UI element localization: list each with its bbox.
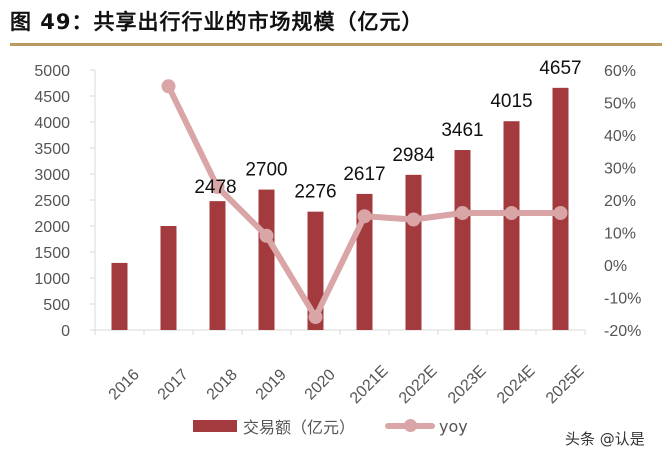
x-axis-tick: 2021E — [347, 362, 392, 407]
chart-legend: 交易额（亿元） yoy — [193, 414, 468, 438]
bar-data-label: 3461 — [441, 120, 483, 141]
left-axis-tick: 4500 — [34, 89, 70, 106]
right-axis-tick: 30% — [604, 161, 636, 178]
yoy-point — [308, 310, 323, 324]
yoy-point — [210, 180, 225, 194]
legend-line-label: yoy — [439, 416, 468, 436]
chart-plot: 0 500 1000 1500 2000 2500 3000 3500 4000 4500 5000… — [34, 58, 641, 407]
right-axis-tick: 50% — [604, 96, 636, 113]
x-axis-tick: 2020 — [302, 366, 339, 403]
right-axis-tick: 20% — [604, 193, 636, 210]
watermark: 头条 @认是 — [565, 430, 645, 448]
legend-bar-swatch — [193, 420, 237, 432]
bar — [405, 174, 422, 330]
left-axis-tick: 5000 — [34, 63, 70, 80]
left-axis-tick: 4000 — [34, 115, 70, 132]
yoy-point — [504, 206, 519, 220]
left-axis-tick: 1500 — [34, 245, 70, 262]
x-axis-tick: 2016 — [106, 366, 143, 403]
bar-data-label: 2700 — [245, 160, 287, 181]
x-axis-tick: 2022E — [396, 362, 441, 407]
left-axis-tick: 3000 — [34, 167, 70, 184]
bar-data-label: 2984 — [392, 145, 435, 166]
yoy-point — [455, 206, 470, 220]
yoy-point — [259, 228, 274, 243]
bar-data-label: 4657 — [539, 58, 581, 79]
left-axis-tick: 3500 — [34, 141, 70, 158]
x-axis-tick: 2017 — [155, 366, 192, 403]
bar — [454, 150, 471, 330]
right-axis-tick: -10% — [604, 291, 641, 308]
bar-data-label: 2617 — [343, 164, 385, 185]
yoy-point — [553, 206, 568, 220]
bar-data-label: 2478 — [194, 177, 236, 198]
left-axis-tick: 2000 — [34, 219, 70, 236]
bar — [258, 189, 275, 330]
right-axis-tick: 0% — [604, 258, 627, 275]
right-axis-tick: 10% — [604, 226, 636, 243]
bar — [307, 211, 324, 330]
chart-title: 图 49：共享出行行业的市场规模（亿元） — [10, 10, 424, 34]
x-axis-tick: 2023E — [445, 362, 490, 407]
right-axis-tick: 60% — [604, 63, 636, 80]
x-axis-tick: 2024E — [494, 362, 539, 407]
title-divider — [10, 43, 662, 46]
x-axis-tick: 2019 — [253, 366, 290, 403]
yoy-point — [357, 209, 372, 224]
x-axis-tick: 2025E — [543, 362, 588, 407]
right-axis-tick: 40% — [604, 128, 636, 145]
left-axis-tick: 500 — [43, 297, 70, 314]
bar-data-label: 2276 — [294, 182, 336, 203]
legend-bar-label: 交易额（亿元） — [243, 418, 356, 437]
left-axis-tick: 0 — [61, 323, 70, 340]
right-axis-tick: -20% — [604, 323, 641, 340]
legend-line-swatch — [385, 419, 436, 432]
left-axis-tick: 1000 — [34, 271, 70, 288]
left-axis-tick: 2500 — [34, 193, 70, 210]
bar — [503, 121, 520, 330]
bar — [111, 262, 128, 330]
x-axis-tick: 2018 — [204, 366, 241, 403]
yoy-point — [406, 212, 421, 227]
bar — [209, 201, 226, 330]
bar-data-label: 4015 — [490, 91, 532, 112]
bar — [160, 226, 177, 330]
yoy-point — [161, 79, 176, 94]
